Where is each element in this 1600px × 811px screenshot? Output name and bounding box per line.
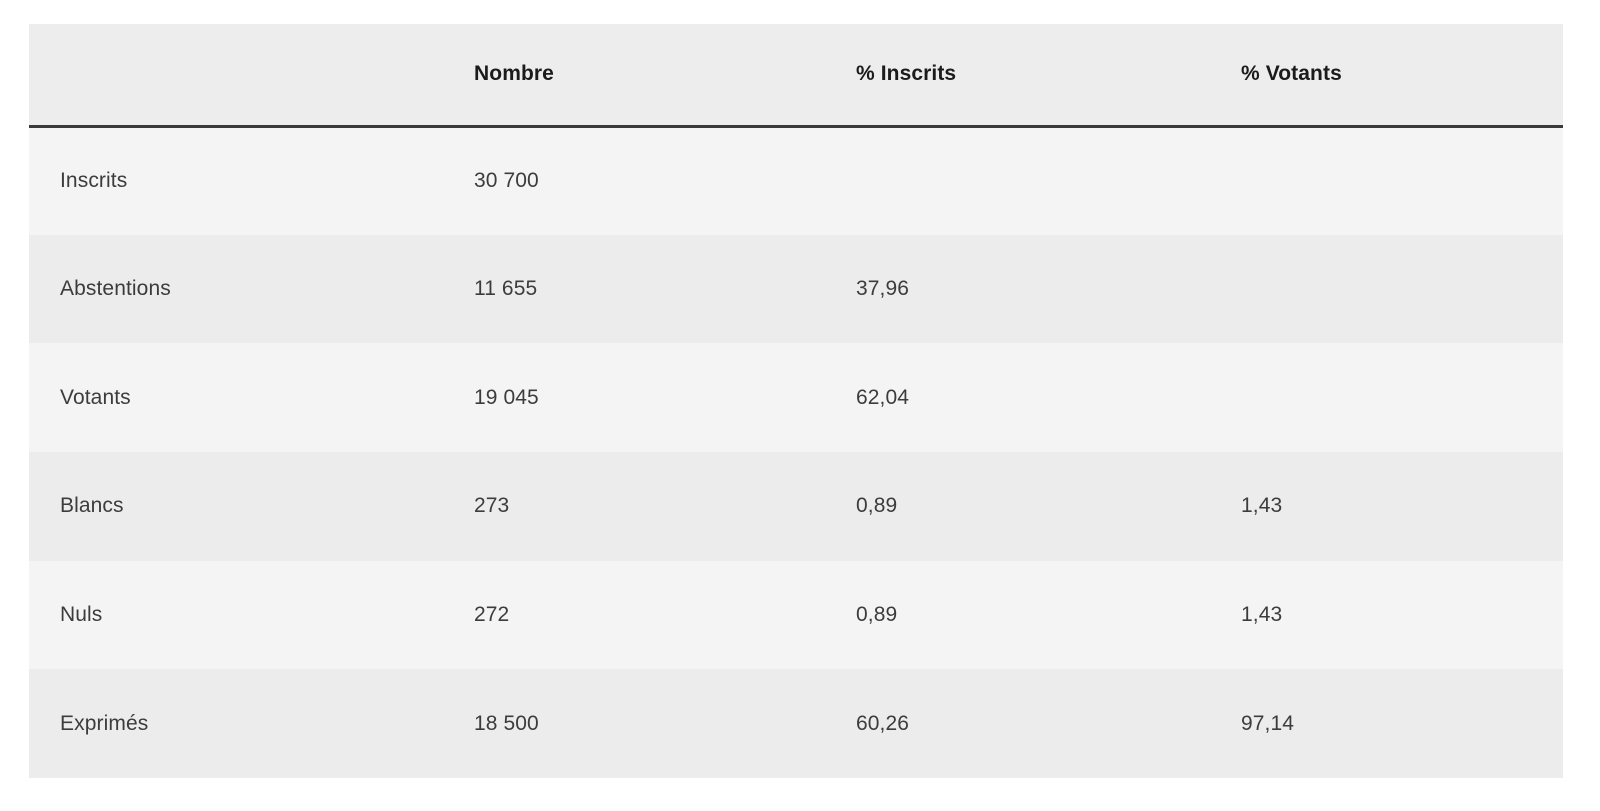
cell-inscrits-pct-inscrits xyxy=(825,126,1210,235)
cell-blancs-pct-inscrits: 0,89 xyxy=(856,494,898,518)
table-row: Exprimés 18 500 60,26 97,14 xyxy=(29,669,1563,778)
row-label-abstentions: Abstentions xyxy=(60,276,171,300)
column-header-nombre: Nombre xyxy=(443,24,825,128)
table-row: Inscrits 30 700 xyxy=(29,126,1563,235)
cell-abstentions-nombre: 11 655 xyxy=(474,276,538,300)
table-row: Nuls 272 0,89 1,43 xyxy=(29,560,1563,670)
column-header-label xyxy=(29,24,443,128)
row-label-inscrits: Inscrits xyxy=(60,169,128,193)
table-row: Votants 19 045 62,04 xyxy=(29,343,1563,452)
table-body: Inscrits 30 700 Abstentions 11 655 37,96… xyxy=(29,126,1563,778)
cell-votants-pct-inscrits: 62,04 xyxy=(856,385,910,409)
cell-inscrits-nombre: 30 700 xyxy=(474,169,539,193)
cell-votants-nombre: 19 045 xyxy=(474,385,539,409)
column-header-inscrits: % Inscrits xyxy=(825,24,1210,128)
row-label-blancs: Blancs xyxy=(60,494,124,518)
cell-votants-pct-votants xyxy=(1210,343,1563,452)
table-header: Nombre % Inscrits % Votants xyxy=(29,24,1563,128)
cell-exprimes-nombre: 18 500 xyxy=(474,711,539,735)
table-row: Blancs 273 0,89 1,43 xyxy=(29,451,1563,561)
cell-inscrits-pct-votants xyxy=(1210,126,1563,235)
cell-nuls-pct-inscrits: 0,89 xyxy=(856,602,898,626)
table-header-row: Nombre % Inscrits % Votants xyxy=(29,24,1563,128)
row-label-exprimes: Exprimés xyxy=(60,711,149,735)
row-label-nuls: Nuls xyxy=(60,602,103,626)
cell-abstentions-pct-votants xyxy=(1210,235,1563,344)
cell-exprimes-pct-inscrits: 60,26 xyxy=(856,711,910,735)
column-header-votants: % Votants xyxy=(1210,24,1563,128)
cell-nuls-nombre: 272 xyxy=(474,602,510,626)
cell-abstentions-pct-inscrits: 37,96 xyxy=(856,276,910,300)
cell-blancs-pct-votants: 1,43 xyxy=(1241,494,1283,518)
row-label-votants: Votants xyxy=(60,385,131,409)
table-row: Abstentions 11 655 37,96 xyxy=(29,234,1563,344)
participation-results-table: Nombre % Inscrits % Votants Inscrits 30 … xyxy=(29,24,1563,778)
cell-blancs-nombre: 273 xyxy=(474,494,510,518)
cell-nuls-pct-votants: 1,43 xyxy=(1241,602,1283,626)
cell-exprimes-pct-votants: 97,14 xyxy=(1241,711,1295,735)
participation-results-panel: Nombre % Inscrits % Votants Inscrits 30 … xyxy=(29,24,1563,778)
